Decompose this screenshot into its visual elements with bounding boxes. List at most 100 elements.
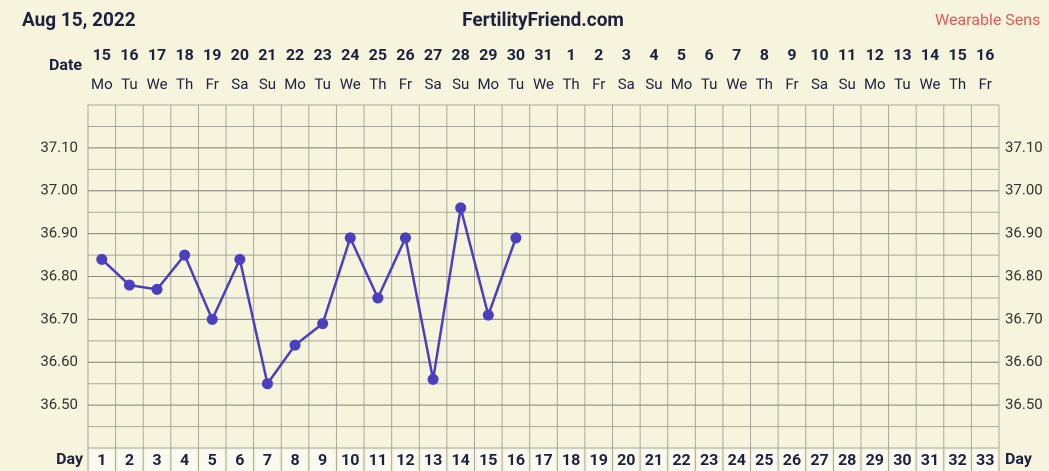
date-number: 2 <box>594 45 603 64</box>
day-number: 7 <box>263 450 272 469</box>
temperature-point <box>427 373 439 385</box>
day-cell <box>145 450 169 471</box>
weekday: We <box>919 75 940 93</box>
weekday: Mo <box>864 75 886 93</box>
day-cell <box>669 450 694 471</box>
date-number: 24 <box>341 45 359 64</box>
y-tick-label-right: 36.60 <box>1005 352 1043 370</box>
day-number: 3 <box>152 450 161 469</box>
date-number: 16 <box>976 45 994 64</box>
day-cell <box>283 450 307 471</box>
day-cell <box>366 450 390 471</box>
weekday: Sa <box>231 75 248 93</box>
temperature-line <box>100 207 518 387</box>
date-number: 10 <box>810 45 828 64</box>
day-cell <box>724 450 749 471</box>
weekday: Su <box>259 75 276 93</box>
y-tick-label: 37.10 <box>40 138 78 156</box>
weekday: We <box>726 75 747 93</box>
day-cell <box>448 450 473 471</box>
day-number: 14 <box>452 450 470 469</box>
weekday: Sa <box>618 75 635 93</box>
day-number: 26 <box>783 450 801 469</box>
day-cell <box>614 450 639 471</box>
date-number: 27 <box>424 45 442 64</box>
day-label-right: Day <box>1005 449 1033 468</box>
y-tick-label-right: 37.10 <box>1005 138 1043 156</box>
day-cell <box>642 450 666 471</box>
temperature-point <box>317 318 329 330</box>
temperature-point <box>96 253 108 265</box>
day-cell <box>586 450 611 471</box>
day-number: 13 <box>424 450 442 469</box>
day-cell <box>117 450 142 471</box>
temperature-point <box>482 309 494 321</box>
day-cell <box>862 450 887 471</box>
day-number: 24 <box>728 450 746 469</box>
day-number: 32 <box>948 450 966 469</box>
y-tick-label: 36.80 <box>40 266 78 284</box>
day-number: 15 <box>479 450 497 469</box>
date-number: 7 <box>732 45 741 64</box>
weekday: Fr <box>206 75 219 93</box>
day-number: 31 <box>921 450 939 469</box>
day-cell <box>780 450 804 471</box>
note: Wearable Sens <box>935 10 1040 29</box>
temperature-point <box>123 279 135 291</box>
weekday: Tu <box>314 75 331 93</box>
weekday: Th <box>949 75 966 93</box>
date-number: 25 <box>369 45 387 64</box>
date-number: 11 <box>838 45 856 64</box>
y-tick-label: 36.50 <box>40 395 78 413</box>
weekday: Mo <box>284 75 306 93</box>
day-number: 5 <box>208 450 217 469</box>
day-cell <box>172 450 197 471</box>
day-number: 17 <box>534 450 552 469</box>
weekday: Fr <box>399 75 412 93</box>
day-label: Day <box>56 449 84 468</box>
y-tick-label-right: 36.80 <box>1005 266 1043 284</box>
weekday: Su <box>645 75 662 93</box>
date-number: 21 <box>258 45 276 64</box>
y-tick-label: 36.70 <box>40 309 78 327</box>
date-number: 22 <box>286 45 304 64</box>
day-cell <box>752 450 777 471</box>
weekday: Mo <box>477 75 499 93</box>
weekday: Th <box>562 75 579 93</box>
day-cell <box>918 450 942 471</box>
day-number: 12 <box>396 450 414 469</box>
temperature-point <box>455 202 467 214</box>
y-tick-label-right: 37.00 <box>1005 181 1043 199</box>
temperature-point <box>206 313 218 325</box>
temperature-point <box>179 249 191 261</box>
day-number: 25 <box>755 450 773 469</box>
date-number: 3 <box>622 45 631 64</box>
day-cell <box>504 450 528 471</box>
y-tick-label-right: 36.90 <box>1005 224 1043 242</box>
date-number: 28 <box>452 45 470 64</box>
weekday: We <box>146 75 167 93</box>
day-number: 16 <box>507 450 525 469</box>
day-number: 27 <box>810 450 828 469</box>
day-cell <box>90 450 114 471</box>
chart-title: FertilityFriend.com <box>462 8 624 31</box>
temperature-point <box>151 283 163 295</box>
weekday: Th <box>756 75 773 93</box>
day-number: 11 <box>369 450 387 469</box>
weekday: Su <box>452 75 469 93</box>
day-number: 29 <box>866 450 884 469</box>
date-number: 20 <box>231 45 249 64</box>
date-number: 15 <box>93 45 111 64</box>
weekday: Sa <box>425 75 442 93</box>
date-number: 18 <box>175 45 193 64</box>
date-number: 1 <box>567 45 576 64</box>
day-cell <box>890 450 915 471</box>
weekday: Su <box>839 75 856 93</box>
weekday: Sa <box>811 75 828 93</box>
weekday: Tu <box>894 75 911 93</box>
weekday: Fr <box>592 75 605 93</box>
y-tick-label-right: 36.50 <box>1005 395 1043 413</box>
y-tick-label: 36.60 <box>40 352 78 370</box>
date-number: 6 <box>705 45 714 64</box>
